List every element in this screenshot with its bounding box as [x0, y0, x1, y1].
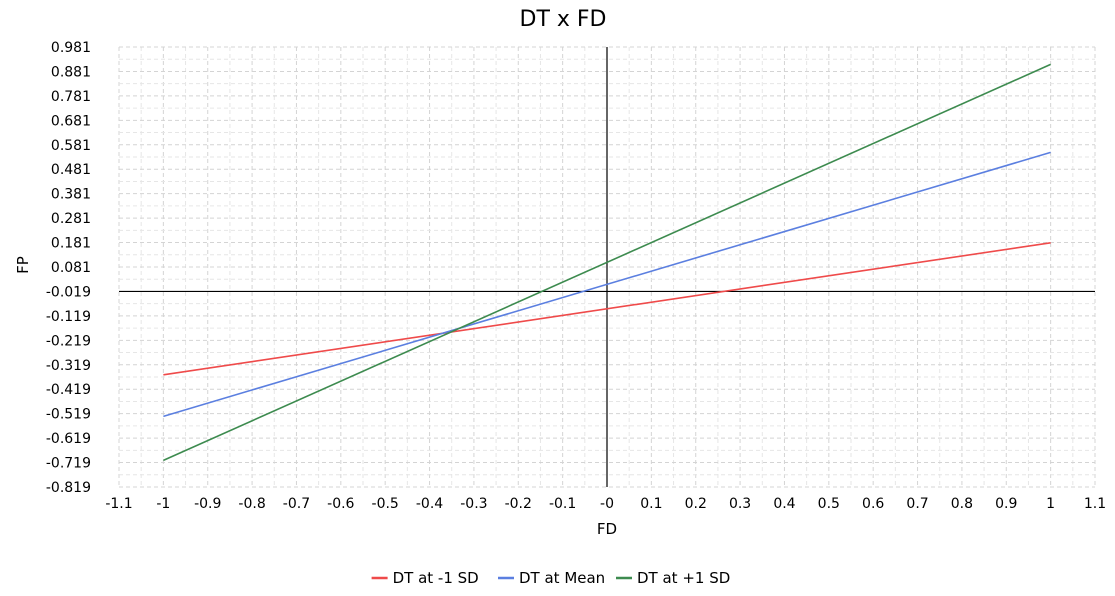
legend: DT at -1 SD DT at Mean DT at +1 SD: [371, 569, 730, 587]
y-tick-label: -0.119: [46, 309, 91, 325]
x-tick-label: 0.7: [906, 496, 928, 512]
chart-title: DT x FD: [520, 7, 607, 32]
x-tick-label: 0.9: [995, 496, 1017, 512]
x-tick-label: -0.6: [327, 496, 354, 512]
y-tick-label: 0.681: [51, 113, 91, 129]
y-tick-label: -0.719: [46, 456, 91, 472]
axes: [119, 47, 1095, 487]
y-tick-label: 0.381: [51, 187, 91, 203]
y-axis-title: FP: [14, 256, 32, 274]
series-line: [163, 242, 1051, 376]
x-tick-label: -0.2: [505, 496, 532, 512]
x-tick-label: -1: [156, 496, 170, 512]
x-tick-label: 0.1: [640, 496, 662, 512]
x-tick-label: 0.5: [818, 496, 840, 512]
y-tick-label: -0.619: [46, 431, 91, 447]
y-tick-label: 0.881: [51, 64, 91, 80]
y-tick-label: 0.981: [51, 40, 91, 56]
y-tick-label: -0.019: [46, 284, 91, 300]
x-tick-label: 0.3: [729, 496, 751, 512]
x-tick-label: 0.8: [951, 496, 973, 512]
x-tick-label: -0.8: [238, 496, 265, 512]
y-tick-labels: 0.981 0.881 0.781 0.681 0.581 0.481 0.381 0.281…: [46, 40, 91, 496]
legend-label: DT at -1 SD: [393, 569, 479, 587]
x-tick-label: -0.3: [460, 496, 487, 512]
y-tick-label: -0.319: [46, 358, 91, 374]
legend-label: DT at Mean: [519, 569, 605, 587]
x-tick-label: -0: [600, 496, 614, 512]
x-tick-label: -0.4: [416, 496, 443, 512]
x-tick-label: -0.1: [549, 496, 576, 512]
series-line: [163, 151, 1051, 418]
y-tick-label: -0.819: [46, 480, 91, 496]
series-line: [163, 63, 1051, 462]
x-tick-labels: -1.1 -1 -0.9 -0.8 -0.7 -0.6 -0.5 -0.4 -0.3 -0.2 -0…: [105, 496, 1106, 512]
x-tick-label: -0.9: [194, 496, 221, 512]
legend-label: DT at +1 SD: [637, 569, 730, 587]
y-tick-label: -0.519: [46, 407, 91, 423]
x-tick-label: 1.1: [1084, 496, 1106, 512]
y-tick-label: 0.081: [51, 260, 91, 276]
x-tick-label: 0.4: [773, 496, 795, 512]
y-tick-label: -0.419: [46, 382, 91, 398]
series-lines: [163, 63, 1051, 462]
x-tick-label: -0.5: [372, 496, 399, 512]
x-tick-label: 0.2: [685, 496, 707, 512]
y-tick-label: 0.781: [51, 89, 91, 105]
x-tick-label: -0.7: [283, 496, 310, 512]
y-tick-label: -0.219: [46, 333, 91, 349]
y-tick-label: 0.481: [51, 162, 91, 178]
x-tick-label: 1: [1046, 496, 1055, 512]
x-tick-label: 0.6: [862, 496, 884, 512]
x-tick-label: -1.1: [105, 496, 132, 512]
x-axis-title: FD: [597, 520, 617, 538]
y-tick-label: 0.181: [51, 236, 91, 252]
y-tick-label: 0.281: [51, 211, 91, 227]
y-tick-label: 0.581: [51, 138, 91, 154]
